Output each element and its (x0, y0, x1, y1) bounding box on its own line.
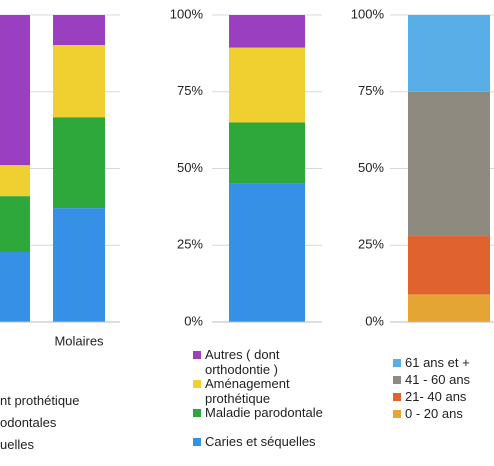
bar-segment (229, 47, 305, 123)
legend-swatch (393, 359, 401, 367)
legend-entry: Maladie parodontale (193, 405, 343, 420)
legend-entry: odontales (0, 415, 100, 430)
legend-label: Aménagement prothétique (205, 376, 290, 406)
legend-label: odontales (0, 415, 57, 430)
bar-segment (53, 45, 105, 118)
legend-entry: Caries et séquelles (193, 434, 343, 449)
bar-segment (53, 15, 105, 46)
y-tick-label: 0% (365, 313, 384, 328)
bar-segment (408, 91, 490, 237)
bar-segment (53, 208, 105, 322)
legend-entry: 41 - 60 ans (393, 372, 493, 387)
legend-entry: Autres ( dont orthodontie ) (193, 347, 343, 377)
legend-entry: 0 - 20 ans (393, 406, 493, 421)
legend-entry: 61 ans et + (393, 355, 493, 370)
legend-entry: Aménagement prothétique (193, 376, 343, 406)
y-tick-label: 75% (358, 83, 384, 98)
bar-segment (0, 252, 30, 322)
legend-swatch (193, 380, 201, 388)
y-tick-label: 25% (358, 237, 384, 252)
bar-segment (229, 15, 305, 48)
bar-segment (53, 117, 105, 209)
y-tick-label: 25% (177, 237, 203, 252)
legend-label: Caries et séquelles (205, 434, 316, 449)
legend-swatch (393, 410, 401, 418)
y-tick-label: 75% (177, 83, 203, 98)
bar-segment (408, 15, 490, 92)
legend-entry: 21- 40 ans (393, 389, 493, 404)
bar-segment (229, 122, 305, 184)
legend-swatch (193, 438, 201, 446)
legend-label: 0 - 20 ans (405, 406, 463, 421)
legend-entry: nt prothétique (0, 393, 100, 408)
legend-label: uelles (0, 437, 34, 452)
legend-swatch (393, 393, 401, 401)
bar-segment (229, 183, 305, 322)
x-tick-label: Molaires (54, 333, 104, 348)
bar-segment (408, 236, 490, 295)
legend-label: nt prothétique (0, 393, 80, 408)
legend-swatch (193, 351, 201, 359)
bar-segment (0, 15, 30, 166)
bar-segment (408, 294, 490, 322)
legend-label: 21- 40 ans (405, 389, 467, 404)
bar-segment (0, 196, 30, 253)
y-tick-label: 100% (351, 6, 385, 21)
y-tick-label: 50% (358, 160, 384, 175)
y-tick-label: 100% (170, 6, 204, 21)
legend-swatch (193, 409, 201, 417)
y-tick-label: 50% (177, 160, 203, 175)
legend-swatch (393, 376, 401, 384)
bar-segment (0, 165, 30, 197)
legend-label: 61 ans et + (405, 355, 470, 370)
legend-label: 41 - 60 ans (405, 372, 471, 387)
legend-label: Autres ( dont orthodontie ) (205, 347, 280, 377)
y-tick-label: 0% (184, 313, 203, 328)
legend-entry: uelles (0, 437, 100, 452)
legend-label: Maladie parodontale (205, 405, 323, 420)
